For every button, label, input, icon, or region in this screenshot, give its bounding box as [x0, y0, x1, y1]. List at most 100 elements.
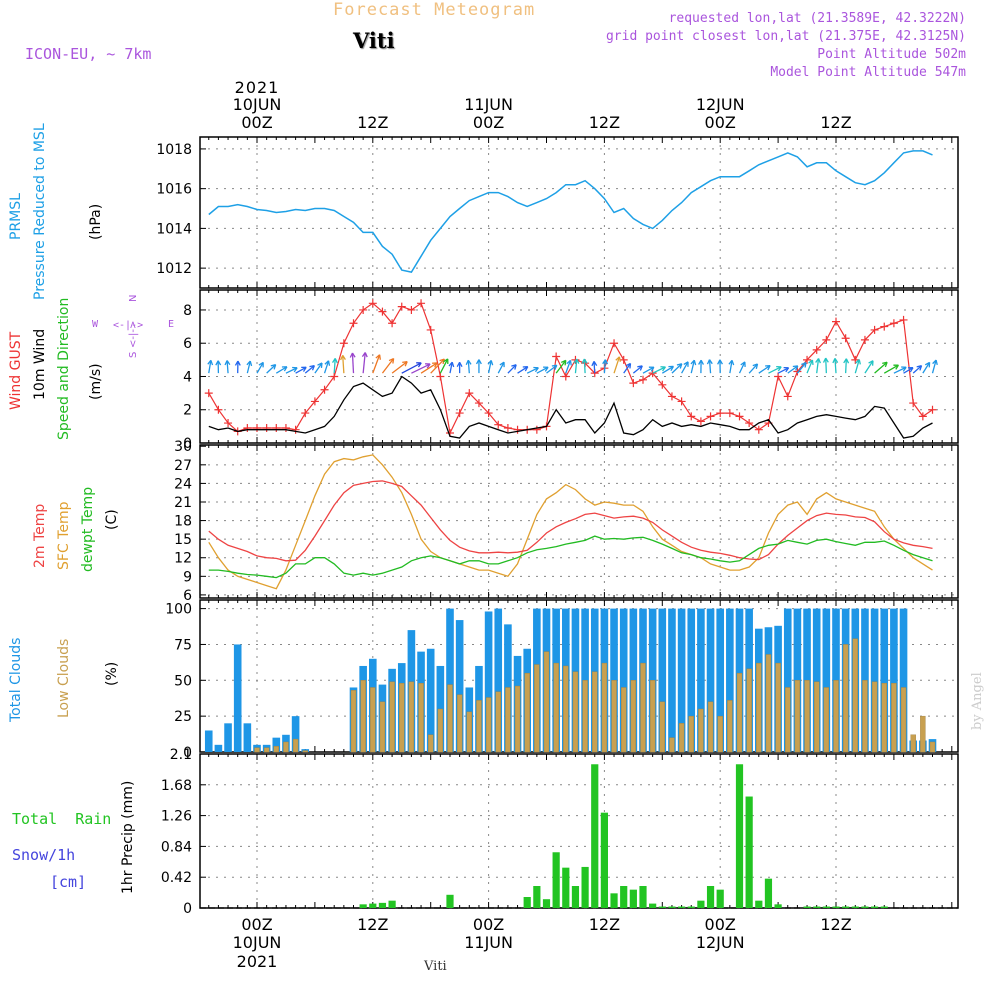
wind-arrow	[439, 358, 449, 374]
gust-point	[262, 424, 271, 433]
total-cloud-bar	[446, 608, 454, 752]
total-cloud-bar	[484, 611, 493, 752]
wind-arrow-head	[317, 362, 323, 369]
low-cloud-bar	[524, 672, 530, 753]
wind-arrow	[467, 360, 470, 374]
low-cloud-bar	[254, 747, 260, 753]
panel-frame-precip	[199, 753, 959, 909]
ytick-label-temp: 6	[183, 588, 192, 604]
low-cloud-bar	[727, 700, 733, 753]
low-cloud-bar	[765, 654, 772, 753]
wind-arrow-head	[625, 362, 632, 369]
wind-arrow-head	[815, 358, 821, 364]
wind-arrow-head	[573, 358, 580, 364]
low-cloud-bar	[601, 662, 608, 753]
gust-point	[532, 425, 541, 434]
low-cloud-bar	[920, 715, 926, 753]
gust-point	[745, 419, 754, 428]
top-time-label: 12Z	[589, 113, 620, 132]
wind-arrow-head	[511, 364, 517, 370]
wind-arrow	[256, 362, 264, 374]
low-cloud-bar	[698, 708, 704, 753]
ytick-label-temp: 24	[174, 476, 192, 492]
total-cloud-bar	[426, 648, 435, 752]
wind-arrow-head	[822, 357, 829, 363]
gust-point	[735, 412, 744, 421]
rain-bar	[446, 894, 454, 908]
low-cloud-bar	[611, 680, 617, 753]
low-cloud-bar	[736, 672, 743, 753]
gust-point	[812, 345, 821, 354]
low-cloud-bar	[302, 750, 308, 753]
rain-bar	[658, 906, 666, 908]
gust-point	[301, 409, 310, 418]
wind-arrow-head	[855, 359, 861, 365]
rain-bar	[620, 886, 628, 908]
wind-arrow	[574, 358, 578, 374]
gust-point	[716, 409, 725, 418]
wind-arrow-head	[792, 365, 799, 371]
low-cloud-bar	[640, 662, 646, 753]
rain-bar	[668, 906, 676, 908]
gust-point	[851, 355, 860, 364]
wind-arrow	[517, 366, 529, 374]
ytick-label-clouds: 0	[183, 745, 192, 761]
low-cloud-bar	[688, 715, 694, 753]
wind-arrow	[796, 362, 807, 374]
bottom-time-label: 00Z	[241, 915, 272, 934]
ytick-label-clouds: 100	[165, 602, 192, 618]
rain-bar	[552, 852, 560, 908]
ytick-label-clouds: 25	[174, 709, 192, 725]
rain-bar	[861, 906, 869, 908]
total-cloud-bar	[243, 723, 252, 752]
compass-e: E	[168, 319, 175, 330]
wind-arrow	[642, 366, 655, 374]
total-cloud-bar	[706, 608, 715, 752]
total-cloud-bar	[677, 608, 686, 752]
gust-point	[658, 380, 667, 389]
gust-point	[359, 305, 368, 314]
gust-point	[619, 355, 628, 364]
wind-arrow	[487, 360, 492, 374]
gust-point	[397, 302, 406, 311]
low-cloud-bar	[485, 697, 492, 753]
low-cloud-bar	[447, 684, 453, 753]
ytick-label-temp: 27	[174, 458, 192, 474]
bottom-time-label: 12Z	[589, 915, 620, 934]
total-cloud-bar	[204, 730, 213, 752]
rain-bar	[706, 886, 715, 908]
ytick-label-wind: 8	[183, 303, 192, 319]
wind-arrow-head	[551, 364, 558, 371]
wind-arrow	[708, 359, 712, 374]
wind-arrow	[806, 359, 814, 374]
gust-point	[368, 299, 377, 308]
top-date-label: 10JUN	[233, 95, 282, 114]
rain-bar	[591, 764, 599, 908]
total-cloud-bar	[272, 737, 281, 752]
sfc-temp-line	[208, 454, 933, 590]
wind-arrow	[845, 358, 847, 374]
low-cloud-bar	[891, 682, 897, 753]
low-cloud-bar	[379, 701, 386, 753]
wind-arrow-head	[522, 366, 529, 372]
gust-point	[687, 412, 696, 421]
wind-arrow-head	[361, 352, 368, 358]
low-cloud-bar	[678, 723, 685, 753]
ytick-label-pressure: 1016	[156, 182, 192, 198]
low-cloud-bar	[389, 681, 395, 753]
wind-arrow	[931, 359, 937, 374]
rain-bar	[822, 906, 830, 908]
wind-arrow-head	[717, 359, 723, 365]
wind-arrow	[593, 361, 596, 374]
gust-point	[677, 397, 686, 406]
wind-arrow	[729, 360, 733, 374]
low-cloud-bar	[273, 746, 279, 753]
point-altitude: Point Altitude 502m	[817, 47, 966, 62]
rain-bar	[871, 906, 879, 908]
rain-bar	[388, 900, 396, 908]
rain-bar	[755, 900, 763, 908]
low-cloud-bar	[437, 708, 444, 753]
total-cloud-bar	[880, 608, 889, 752]
gust-point	[928, 405, 937, 414]
